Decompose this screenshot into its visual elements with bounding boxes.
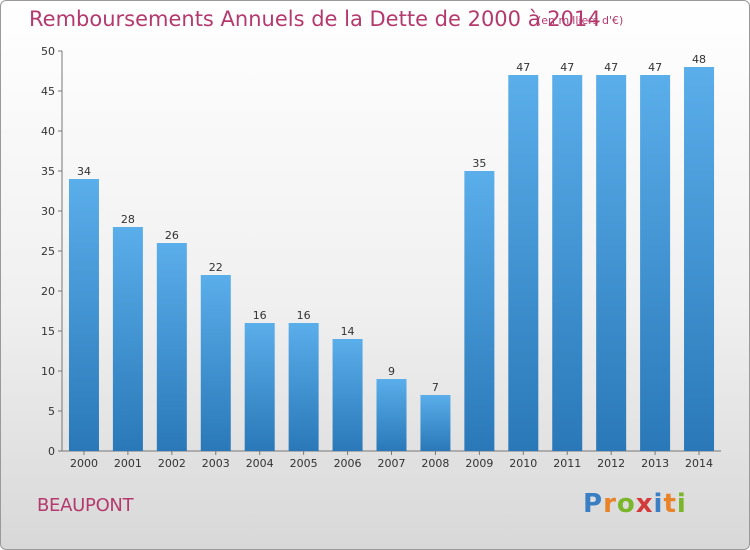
- value-label-2006: 14: [341, 325, 355, 338]
- y-tick-label: 45: [41, 85, 55, 98]
- chart-title: Remboursements Annuels de la Dette de 20…: [29, 7, 601, 31]
- y-tick-label: 0: [48, 445, 55, 458]
- x-tick-label-2003: 2003: [202, 457, 230, 470]
- bar-2010: [508, 75, 539, 451]
- value-label-2008: 7: [432, 381, 439, 394]
- commune-name: BEAUPONT: [37, 495, 134, 516]
- value-label-2013: 47: [648, 61, 662, 74]
- logo-letter: i: [653, 489, 664, 519]
- bar-2003: [200, 275, 231, 451]
- value-label-2004: 16: [253, 309, 267, 322]
- x-tick-label-2011: 2011: [553, 457, 581, 470]
- value-label-2002: 26: [165, 229, 179, 242]
- x-tick-label-2010: 2010: [509, 457, 537, 470]
- logo-letter: r: [603, 489, 617, 519]
- value-label-2007: 9: [388, 365, 395, 378]
- logo-letter: x: [635, 489, 654, 519]
- x-tick-label-2008: 2008: [421, 457, 449, 470]
- bar-2002: [156, 243, 187, 451]
- value-label-2000: 34: [77, 165, 91, 178]
- x-tick-label-2002: 2002: [158, 457, 186, 470]
- x-tick-label-2013: 2013: [641, 457, 669, 470]
- bar-2014: [684, 67, 715, 451]
- value-label-2014: 48: [692, 53, 706, 66]
- value-label-2001: 28: [121, 213, 135, 226]
- x-tick-label-2005: 2005: [290, 457, 318, 470]
- y-tick-label: 10: [41, 365, 55, 378]
- value-label-2005: 16: [297, 309, 311, 322]
- bar-2001: [112, 227, 143, 451]
- bar-2009: [464, 171, 495, 451]
- x-tick-label-2014: 2014: [685, 457, 713, 470]
- proxiti-logo: Proxiti: [583, 489, 687, 519]
- y-tick-label: 40: [41, 125, 55, 138]
- y-tick-label: 50: [41, 45, 55, 58]
- y-tick-label: 30: [41, 205, 55, 218]
- y-tick-label: 35: [41, 165, 55, 178]
- value-label-2011: 47: [560, 61, 574, 74]
- value-label-2010: 47: [516, 61, 530, 74]
- chart-unit-note: (en milliers d'€): [537, 14, 624, 27]
- bar-2011: [552, 75, 583, 451]
- logo-letter: o: [616, 489, 636, 519]
- bar-2005: [288, 323, 319, 451]
- value-label-2009: 35: [472, 157, 486, 170]
- y-tick-label: 25: [41, 245, 55, 258]
- y-tick-label: 20: [41, 285, 55, 298]
- x-tick-label-2000: 2000: [70, 457, 98, 470]
- x-tick-label-2009: 2009: [465, 457, 493, 470]
- bar-2012: [596, 75, 627, 451]
- x-tick-label-2007: 2007: [378, 457, 406, 470]
- x-tick-label-2012: 2012: [597, 457, 625, 470]
- y-tick-label: 5: [48, 405, 55, 418]
- x-tick-label-2006: 2006: [334, 457, 362, 470]
- x-tick-label-2001: 2001: [114, 457, 142, 470]
- bar-2008: [420, 395, 451, 451]
- y-tick-label: 15: [41, 325, 55, 338]
- bar-2013: [640, 75, 671, 451]
- bar-2007: [376, 379, 407, 451]
- bar-2000: [68, 179, 99, 451]
- value-label-2012: 47: [604, 61, 618, 74]
- logo-letter: i: [676, 489, 687, 519]
- logo-letter: P: [583, 489, 604, 519]
- x-tick-label-2004: 2004: [246, 457, 274, 470]
- logo-letter: t: [663, 489, 677, 519]
- bar-2004: [244, 323, 275, 451]
- value-label-2003: 22: [209, 261, 223, 274]
- bar-2006: [332, 339, 363, 451]
